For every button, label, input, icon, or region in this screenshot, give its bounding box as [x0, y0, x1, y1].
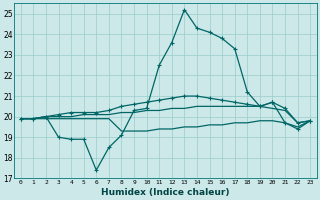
X-axis label: Humidex (Indice chaleur): Humidex (Indice chaleur) — [101, 188, 230, 197]
